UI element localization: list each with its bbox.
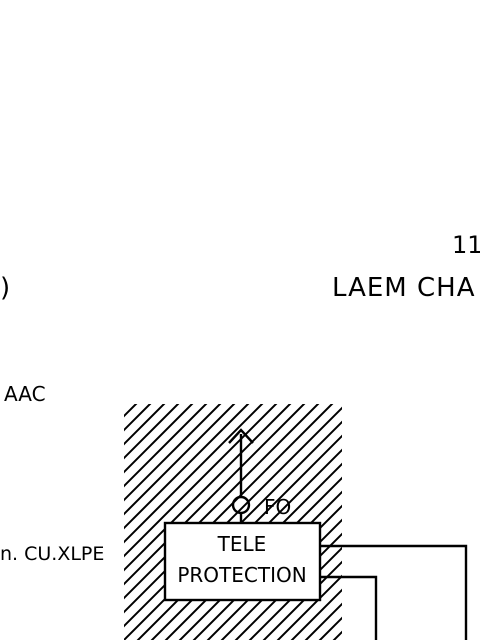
- station-name: LAEM CHA: [332, 273, 475, 303]
- hatch-line: [124, 404, 320, 600]
- hatch-line: [0, 370, 142, 640]
- hatch-line: [304, 602, 342, 640]
- hatch-line: [164, 462, 342, 640]
- hatch-line: [124, 404, 194, 474]
- hatch-line: [124, 404, 166, 446]
- hatch-line: [0, 370, 128, 640]
- hatch-line: [262, 560, 342, 640]
- fo-label: FO: [264, 495, 291, 519]
- sheet-number: 11: [452, 231, 480, 259]
- hatch-line: [124, 404, 152, 432]
- hatch-line: [0, 370, 114, 640]
- hatch-line: [192, 490, 342, 640]
- hatch-line: [220, 518, 342, 640]
- conductor-label: AAC: [4, 382, 46, 406]
- hatch-line: [234, 532, 342, 640]
- left-parenthesis: ): [0, 273, 10, 303]
- hatch-line: [136, 434, 342, 640]
- hatch-line: [124, 404, 208, 488]
- fo-circle-icon: [231, 495, 251, 515]
- hatch-line: [124, 404, 250, 530]
- hatched-area: [0, 370, 480, 640]
- hatch-line: [124, 404, 306, 586]
- hatch-line: [124, 404, 222, 502]
- tele-label-line2: PROTECTION: [177, 563, 306, 587]
- hatch-line: [276, 574, 342, 640]
- hatch-line: [124, 404, 292, 572]
- hatch-line: [178, 476, 342, 640]
- hatch-line: [124, 404, 180, 460]
- hatch-line: [328, 370, 480, 640]
- hatch-line: [124, 404, 278, 558]
- hatch-line: [248, 546, 342, 640]
- hatch-line: [290, 588, 342, 640]
- hatch-line: [124, 420, 342, 640]
- teleprotection-box: [163, 521, 322, 602]
- hatch-line: [342, 370, 480, 640]
- hatch-line: [124, 404, 264, 544]
- hatch-line: [0, 370, 100, 640]
- hatch-line: [318, 616, 342, 640]
- hatch-line: [206, 504, 342, 640]
- hatch-line: [150, 448, 342, 640]
- tele-label-line1: TELE: [217, 532, 267, 556]
- arrow-head-icon: [228, 428, 254, 444]
- connection-line-outer: [320, 544, 468, 640]
- hatch-line: [124, 404, 334, 614]
- cable-label: n. CU.XLPE: [0, 543, 104, 565]
- hatch-line: [356, 370, 480, 640]
- hatch-line: [124, 404, 236, 516]
- connection-line-inner: [320, 575, 378, 640]
- hatch-line: [124, 406, 342, 628]
